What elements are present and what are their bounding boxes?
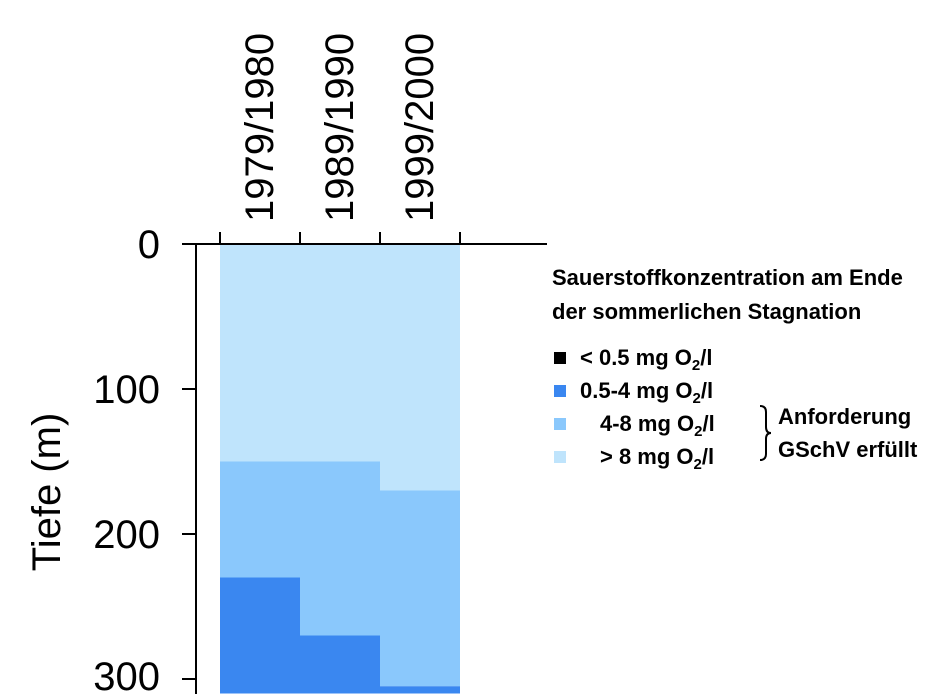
depth-range-2-col-1 [300,635,380,694]
legend-brace-note-line1: Anforderung [778,404,912,429]
legend-swatch [554,418,566,430]
column-label-1: 1989/1990 [318,33,362,222]
legend-label: > 8 mg O2/l [600,444,715,473]
axis-ticks: 0 100 200 300 [93,223,461,694]
depth-range-1-col-2 [380,490,460,687]
depth-range-0-col-1 [300,244,380,462]
y-tick-label-100: 100 [93,368,160,412]
depth-range-2-col-2 [380,686,460,694]
legend-brace [759,405,772,461]
legend-label: 0.5-4 mg O2/l [580,378,714,407]
legend-item-2: 4-8 mg O2/l [552,407,942,440]
column-label-2: 1999/2000 [398,33,442,222]
legend-items: < 0.5 mg O2/l 0.5-4 mg O2/l 4-8 mg O2/l > 8… [552,341,942,473]
chart-axes [182,243,547,694]
depth-range-1-col-0 [220,461,300,578]
y-tick-label-0: 0 [138,223,160,267]
y-tick-label-300: 300 [93,655,160,694]
legend-title-line2: der sommerlichen Stagnation [552,299,862,324]
depth-range-1-col-1 [300,461,380,636]
legend-swatch [554,385,566,397]
legend-brace-note: Anforderung GSchV erfüllt [778,400,917,466]
legend-label: < 0.5 mg O2/l [580,345,713,374]
legend-item-3: > 8 mg O2/l [552,440,942,473]
depth-range-0-col-0 [220,244,300,462]
legend-swatch [554,451,566,463]
legend-brace-note-line2: GSchV erfüllt [778,437,918,462]
legend: Sauerstoffkonzentration am Ende der somm… [552,261,942,473]
legend-item-0: < 0.5 mg O2/l [552,341,942,374]
depth-fill-areas [220,244,460,694]
depth-range-0-col-2 [380,244,460,491]
y-axis-label: Tiefe (m) [25,413,69,572]
legend-title-line1: Sauerstoffkonzentration am Ende [552,265,903,290]
legend-swatch [554,352,566,364]
legend-item-1: 0.5-4 mg O2/l [552,374,942,407]
column-label-0: 1979/1980 [238,33,282,222]
legend-label: 4-8 mg O2/l [600,411,715,440]
y-tick-label-200: 200 [93,513,160,557]
depth-range-2-col-0 [220,577,300,694]
